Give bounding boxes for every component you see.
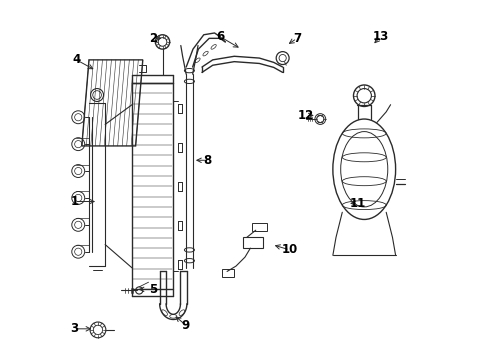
Text: 7: 7 — [293, 32, 301, 45]
Text: 13: 13 — [372, 30, 389, 43]
Bar — [221, 269, 234, 277]
Bar — [132, 83, 173, 289]
Text: 8: 8 — [203, 154, 212, 167]
Text: 11: 11 — [350, 197, 366, 210]
Text: 1: 1 — [71, 195, 79, 208]
Text: 10: 10 — [282, 243, 298, 256]
Text: 3: 3 — [71, 322, 79, 335]
Text: 6: 6 — [216, 30, 224, 43]
Text: 9: 9 — [182, 319, 190, 332]
Bar — [252, 223, 267, 231]
Text: 4: 4 — [73, 53, 80, 66]
Text: 12: 12 — [298, 109, 314, 122]
Text: 5: 5 — [149, 283, 158, 296]
Bar — [243, 237, 263, 248]
Text: 2: 2 — [149, 32, 158, 45]
